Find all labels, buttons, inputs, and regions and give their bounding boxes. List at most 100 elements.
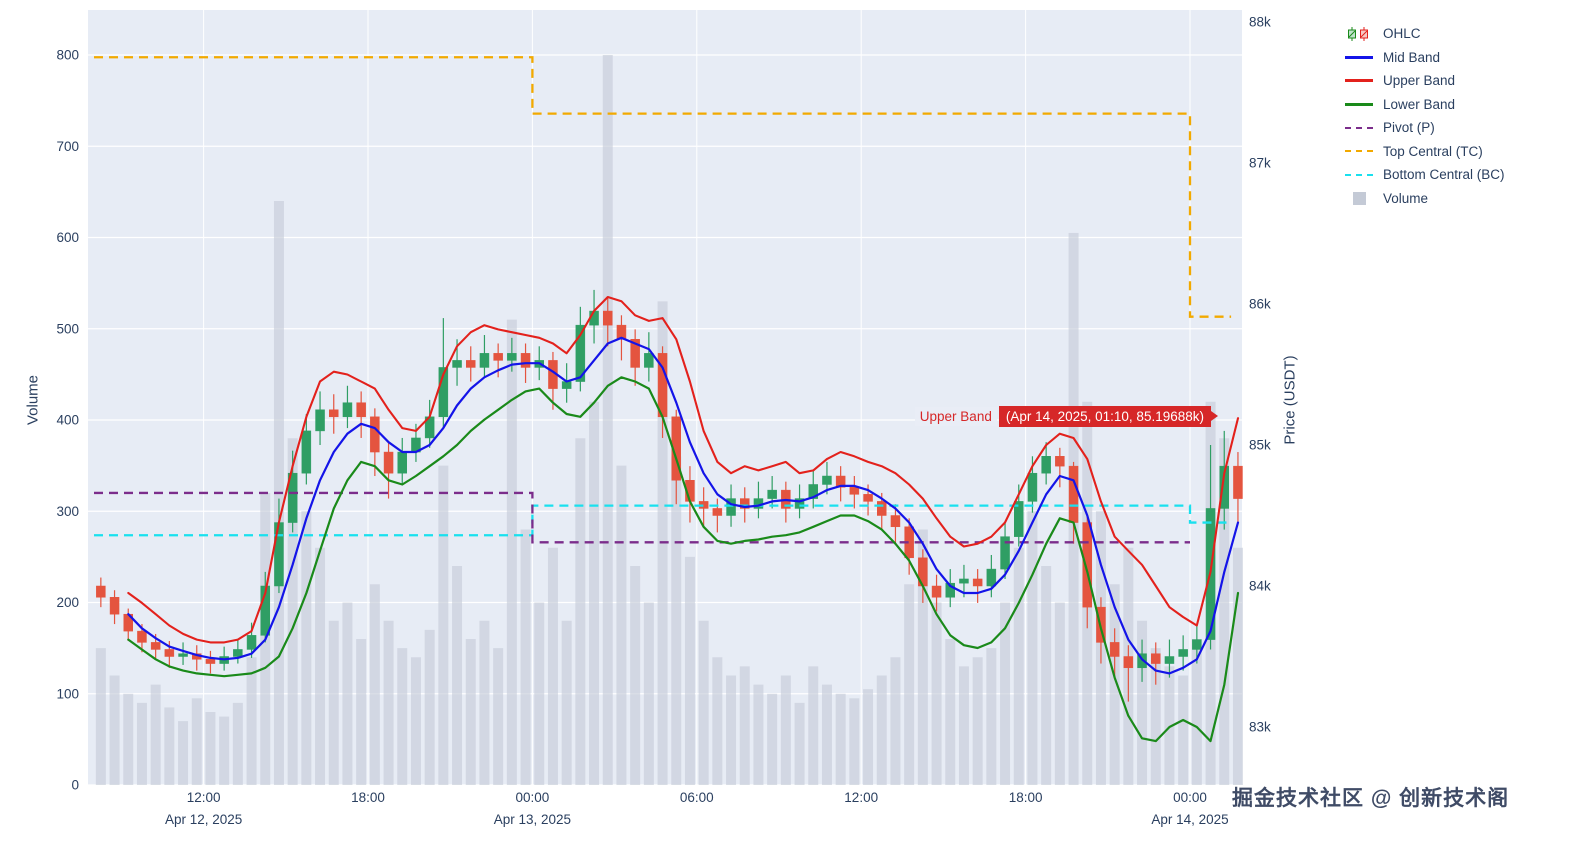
volume-bar [232,702,243,785]
volume-bar [739,666,750,785]
volume-bar [780,675,791,785]
volume-bar [383,620,394,785]
volume-bar [958,666,969,785]
volume-bar [164,707,175,785]
bottom-central-line [94,504,1232,537]
x-axis-tick-label: 00:00 [1173,790,1207,805]
candle-body [630,339,640,368]
candle-body [1082,522,1092,608]
x-axis-tick-label: 00:00 [516,790,550,805]
candle-body [726,498,736,516]
tooltip-series-label: Upper Band [914,406,997,426]
volume-bar [1137,620,1148,785]
legend-item-label: Lower Band [1383,96,1456,112]
candle-body [301,430,312,474]
left-axis-tick-label: 800 [56,48,79,63]
line-sample-icon [1344,55,1374,59]
volume-bar [753,684,764,785]
candle-body [959,578,969,584]
legend-item-lower-band[interactable]: Lower Band [1344,93,1505,117]
candle-body [150,642,161,650]
volume-bar [328,620,339,785]
candle-body [274,522,284,587]
volume-bar [630,566,641,785]
right-axis-tick-label: 87k [1249,156,1271,171]
candle-body [1109,642,1120,657]
left-axis-title: Volume [24,374,42,426]
candle-body [712,508,723,516]
legend-item-ohlc[interactable]: OHLC [1344,22,1505,46]
legend-item-pivot-p[interactable]: Pivot (P) [1344,116,1505,140]
candle-body [1000,536,1010,570]
legend-item-upper-band[interactable]: Upper Band [1344,69,1505,93]
candle-body [931,585,942,598]
candle-body [603,310,613,326]
candle-body [329,409,339,418]
candle-body [520,353,531,368]
x-axis-tick-label: 06:00 [680,790,714,805]
candle-body [561,381,572,389]
volume-bar [205,712,216,785]
legend-item-mid-band[interactable]: Mid Band [1344,46,1505,70]
line-sample-icon [1344,79,1374,83]
volume-bar [1000,602,1011,785]
candle-body [438,367,449,418]
candle-body [986,568,997,587]
volume-bar [931,602,942,785]
volume-bar [917,529,928,785]
candle-body [1178,649,1188,657]
top-central-line [94,56,1232,318]
candle-body [178,653,188,657]
legend-item-label: OHLC [1383,26,1421,42]
volume-bar [1191,639,1202,785]
candle-body [1192,639,1202,650]
candle-body [1219,465,1229,509]
candle-body [246,635,257,650]
volume-bar [945,639,956,785]
volume-bar [287,438,298,785]
candle-body [1233,465,1243,499]
volume-bar [150,684,161,785]
legend-item-label: Bottom Central (BC) [1383,167,1505,183]
volume-bar [301,511,312,785]
line-sample-icon [1344,102,1374,106]
volume-bar [671,456,682,785]
volume-bar [1164,666,1175,785]
volume-bar [219,716,230,785]
candle-body [383,451,394,474]
volume-bar [1109,584,1120,785]
candle-body [644,353,654,368]
candle-body [1014,501,1024,537]
volume-bar [356,639,367,785]
volume-bar [561,620,572,785]
legend-item-bottom-central-bc[interactable]: Bottom Central (BC) [1344,163,1505,187]
candle-body [233,649,243,657]
volume-bar [123,693,134,785]
right-axis-tick-label: 88k [1249,15,1271,30]
volume-bar [1054,602,1065,785]
volume-bar [904,584,915,785]
dashed-line-sample-icon [1344,126,1374,129]
candle-body [945,582,955,598]
candle-body [849,487,860,495]
volume-bar [698,620,709,785]
left-axis-tick-label: 500 [56,321,79,336]
legend-item-volume[interactable]: Volume [1344,187,1505,211]
volume-bar [1150,648,1161,785]
candle-body [1027,472,1038,502]
volume-bar [794,702,805,785]
legend-item-label: Pivot (P) [1383,120,1435,136]
lower-band-line [127,376,1240,743]
right-axis-title: Price (USDT) [1281,355,1299,445]
left-axis-tick-label: 700 [56,139,79,154]
volume-bar [602,55,613,785]
x-axis-tick-label: 12:00 [187,790,221,805]
volume-bar [506,319,517,785]
candle-body [287,472,298,523]
volume-bar [876,675,887,785]
legend-item-top-central-tc[interactable]: Top Central (TC) [1344,140,1505,164]
legend-item-label: Upper Band [1383,73,1456,89]
candle-body [1068,465,1079,523]
volume-bar [986,648,997,785]
